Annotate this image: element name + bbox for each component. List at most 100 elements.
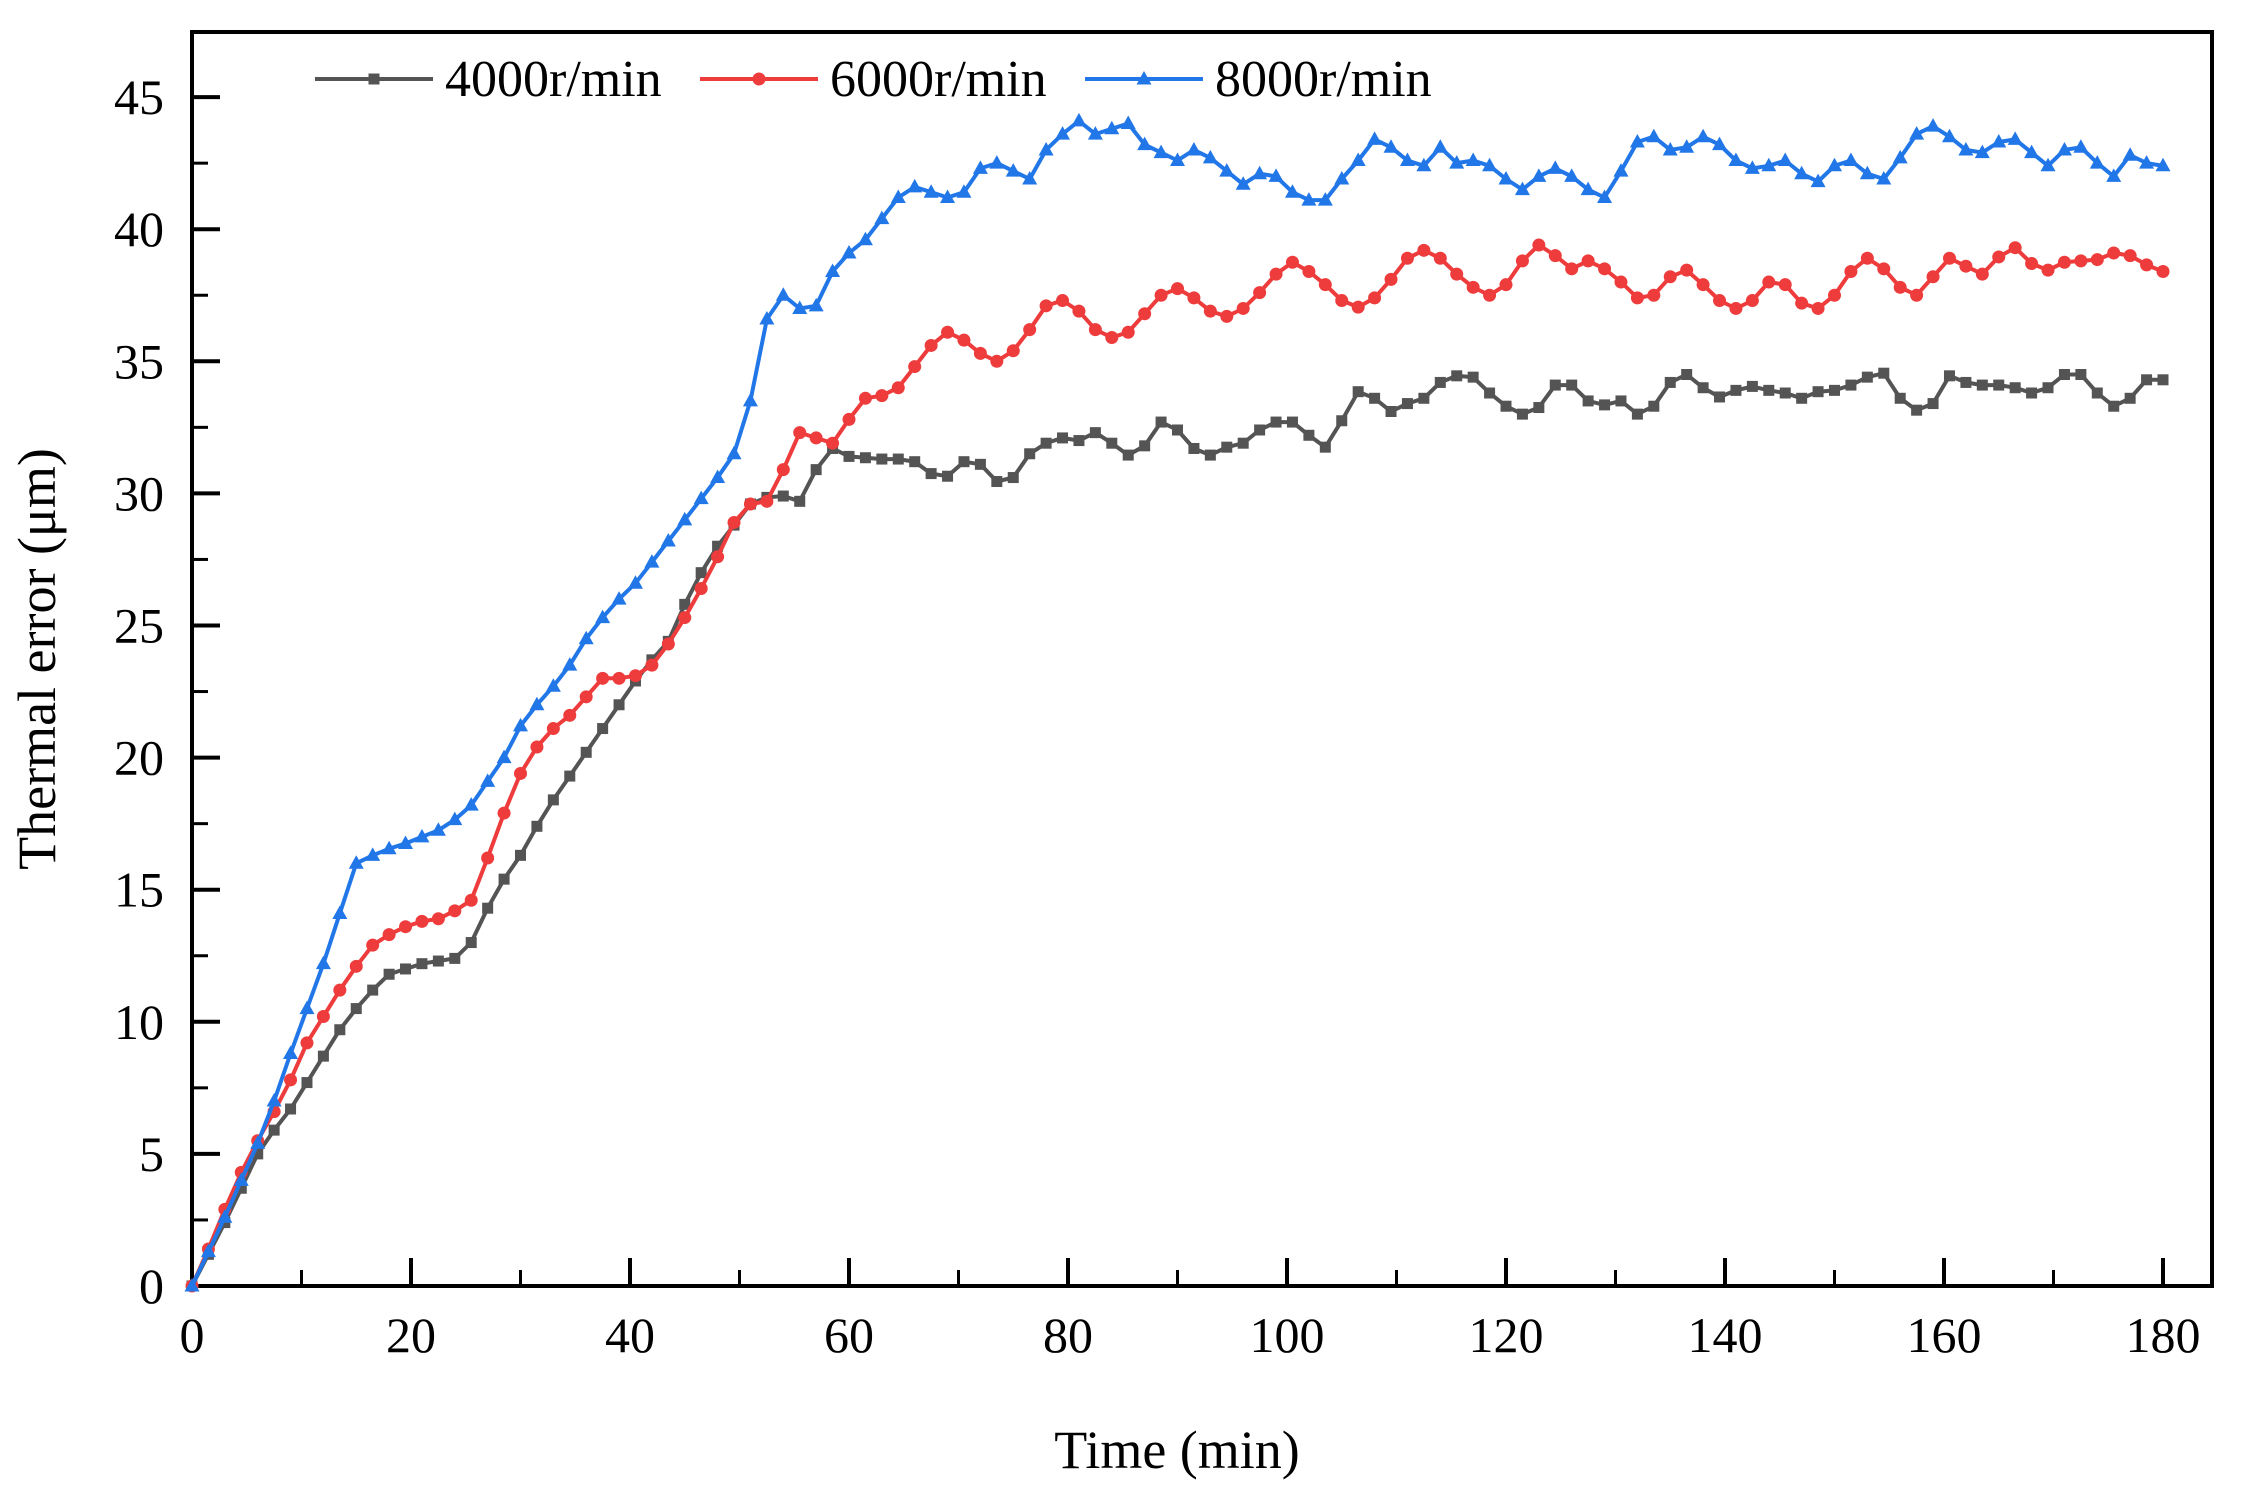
circle-marker bbox=[711, 550, 725, 564]
circle-marker bbox=[1335, 294, 1349, 308]
x-tick-label: 180 bbox=[2126, 1307, 2201, 1363]
circle-marker bbox=[1433, 251, 1447, 265]
square-marker bbox=[235, 1182, 247, 1194]
square-marker bbox=[1040, 437, 1052, 449]
circle-marker bbox=[1647, 288, 1661, 302]
square-marker bbox=[1401, 398, 1413, 410]
square-marker bbox=[1911, 404, 1923, 416]
triangle-marker bbox=[1104, 120, 1120, 135]
triangle-marker bbox=[1761, 157, 1777, 172]
triangle-marker bbox=[923, 184, 939, 198]
circle-marker bbox=[1729, 301, 1743, 315]
square-marker bbox=[465, 937, 477, 949]
circle-marker bbox=[399, 920, 413, 934]
circle-marker bbox=[760, 494, 774, 508]
triangle-marker bbox=[1383, 139, 1399, 153]
square-marker bbox=[712, 540, 724, 552]
circle-marker bbox=[349, 959, 363, 973]
square-marker bbox=[482, 902, 494, 914]
square-marker bbox=[1024, 448, 1036, 460]
circle-marker bbox=[1598, 262, 1612, 276]
triangle-marker bbox=[2139, 155, 2155, 169]
square-marker bbox=[1763, 384, 1775, 396]
square-marker bbox=[564, 770, 576, 782]
triangle-marker bbox=[1597, 189, 1613, 203]
square-marker bbox=[1172, 424, 1183, 436]
square-marker bbox=[1681, 369, 1693, 381]
y-tick-label: 0 bbox=[139, 1258, 164, 1314]
circle-marker bbox=[1630, 291, 1644, 305]
square-marker bbox=[1599, 399, 1611, 411]
square-marker bbox=[416, 958, 428, 970]
square-marker bbox=[252, 1148, 264, 1160]
circle-marker bbox=[1499, 278, 1513, 292]
square-marker bbox=[1467, 371, 1479, 383]
square-marker bbox=[1155, 416, 1167, 428]
triangle-marker bbox=[2007, 131, 2023, 145]
square-marker bbox=[1385, 405, 1397, 417]
square-marker bbox=[679, 598, 691, 610]
series-4000r-min bbox=[186, 367, 2169, 1292]
circle-marker bbox=[366, 938, 380, 952]
triangle-marker bbox=[759, 311, 775, 325]
triangle-marker bbox=[2122, 147, 2138, 161]
circle-marker bbox=[1302, 264, 1316, 278]
square-marker bbox=[1007, 472, 1019, 484]
triangle-marker bbox=[1794, 165, 1810, 180]
circle-marker bbox=[957, 333, 971, 347]
circle-marker bbox=[1072, 304, 1086, 318]
square-marker bbox=[597, 723, 609, 735]
circle-marker bbox=[1187, 291, 1201, 305]
circle-marker bbox=[1663, 270, 1677, 284]
triangle-marker bbox=[463, 797, 479, 811]
square-marker bbox=[1927, 398, 1939, 410]
circle-marker bbox=[1285, 255, 1299, 269]
y-tick-label: 5 bbox=[139, 1126, 164, 1182]
square-marker bbox=[1303, 429, 1315, 441]
triangle-marker bbox=[414, 828, 430, 843]
square-marker bbox=[2124, 392, 2136, 404]
circle-marker bbox=[2057, 255, 2071, 269]
triangle-marker bbox=[825, 263, 841, 277]
y-tick-label: 30 bbox=[114, 465, 164, 521]
square-marker bbox=[1533, 402, 1545, 414]
square-marker bbox=[925, 468, 937, 480]
circle-marker bbox=[1811, 301, 1825, 315]
triangle-marker bbox=[2040, 157, 2056, 172]
square-marker bbox=[1254, 424, 1266, 436]
circle-marker bbox=[973, 346, 987, 360]
square-marker bbox=[613, 699, 625, 711]
triangle-marker bbox=[1170, 152, 1185, 167]
square-marker bbox=[1582, 395, 1594, 407]
square-marker bbox=[1139, 440, 1151, 452]
circle-marker bbox=[300, 1036, 314, 1050]
triangle-marker bbox=[1728, 152, 1744, 167]
square-marker bbox=[1484, 387, 1496, 399]
circle-marker bbox=[431, 912, 445, 926]
square-marker bbox=[892, 453, 904, 465]
legend-item-6000r-min: 6000r/min bbox=[700, 51, 1047, 108]
triangle-marker bbox=[890, 189, 906, 203]
square-marker bbox=[2141, 374, 2153, 386]
square-marker bbox=[1796, 392, 1808, 404]
triangle-marker bbox=[660, 532, 676, 547]
triangle-marker bbox=[315, 955, 331, 970]
square-marker bbox=[301, 1077, 313, 1089]
circle-marker bbox=[2090, 253, 2104, 267]
circle-marker bbox=[1154, 288, 1168, 302]
triangle-marker bbox=[1153, 144, 1169, 159]
circle-marker bbox=[891, 381, 905, 395]
square-marker bbox=[909, 456, 921, 468]
circle-marker bbox=[1483, 288, 1497, 302]
triangle-marker bbox=[1219, 163, 1235, 177]
triangle-marker bbox=[233, 1172, 249, 1186]
triangle-marker bbox=[398, 835, 414, 849]
triangle-marker bbox=[1367, 131, 1383, 145]
legend-label: 8000r/min bbox=[1215, 51, 1432, 108]
circle-marker bbox=[2123, 249, 2137, 263]
triangle-marker bbox=[1859, 165, 1875, 180]
x-tick-label: 80 bbox=[1043, 1307, 1093, 1363]
square-marker bbox=[1631, 408, 1643, 420]
triangle-marker bbox=[1186, 141, 1202, 156]
circle-marker bbox=[661, 637, 675, 651]
